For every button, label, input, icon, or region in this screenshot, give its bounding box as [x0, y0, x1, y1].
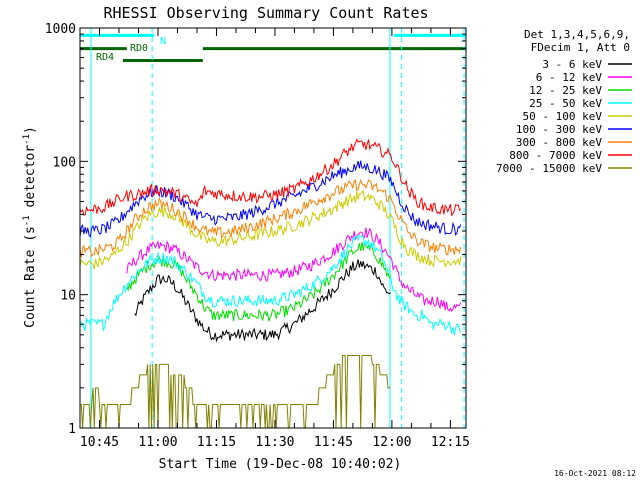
legend-label: 7000 - 15000 keV — [496, 162, 602, 175]
x-tick-label: 11:30 — [255, 435, 294, 450]
y-axis-label-mid: detector — [23, 145, 38, 216]
legend-header: Det 1,3,4,5,6,9, — [524, 28, 630, 41]
y-axis-label-end: ) — [23, 126, 38, 134]
y-axis-label-main: Count Rate (s — [23, 226, 38, 328]
instrument-flags: N RD0 RD4 — [80, 33, 466, 63]
y-tick-label: 1000 — [45, 22, 76, 37]
y-axis-label-sup1: -1 — [22, 215, 32, 226]
y-tick-label: 1 — [68, 422, 76, 437]
x-tick-label: 12:15 — [431, 435, 470, 450]
legend-label: 800 - 7000 keV — [509, 149, 602, 162]
legend-header: FDecim 1, Att 0 — [531, 41, 630, 54]
y-axis-label: Count Rate (s-1 detector-1) — [22, 126, 38, 328]
y-tick-label: 10 — [60, 289, 76, 304]
flag-label-rd0: RD0 — [130, 43, 148, 54]
series-line-8 — [80, 355, 391, 429]
series-line-4 — [79, 189, 462, 270]
chart-title: RHESSI Observing Summary Count Rates — [103, 4, 428, 22]
x-tick-label: 12:00 — [372, 435, 411, 450]
series-line-3 — [79, 234, 462, 336]
series-line-1 — [126, 227, 462, 313]
x-tick-label: 10:45 — [80, 435, 119, 450]
x-tick-label: 11:15 — [197, 435, 236, 450]
series-line-5 — [79, 160, 462, 238]
plot-frame — [79, 27, 467, 429]
x-axis-label: Start Time (19-Dec-08 10:40:02) — [159, 457, 402, 472]
x-tick-label: 11:00 — [138, 435, 177, 450]
y-axis-label-sup2: -1 — [22, 134, 32, 145]
y-tick-label: 100 — [53, 155, 76, 170]
legend-label: 25 - 50 keV — [529, 97, 602, 110]
legend-label: 50 - 100 keV — [523, 110, 603, 123]
y-axis: 1 10 100 1000 — [45, 22, 466, 437]
x-axis: 10:45 11:00 11:15 11:30 11:45 12:00 12:15 — [79, 28, 470, 450]
legend-label: 12 - 25 keV — [529, 84, 602, 97]
series-line-6 — [79, 178, 462, 258]
legend-label: 3 - 6 keV — [542, 58, 602, 71]
footer-timestamp: 16-Oct-2021 08:12 — [554, 469, 636, 478]
legend-label: 6 - 12 keV — [536, 71, 603, 84]
flag-label-rd4: RD4 — [96, 52, 114, 63]
series-group — [79, 138, 462, 429]
series-line-7 — [79, 138, 462, 217]
series-line-0 — [134, 259, 391, 343]
flag-label-n: N — [160, 36, 166, 47]
annotation-lines — [90, 28, 465, 428]
legend-label: 100 - 300 keV — [516, 123, 602, 136]
legend: Det 1,3,4,5,6,9,FDecim 1, Att 0 3 - 6 keV… — [496, 28, 632, 175]
x-tick-label: 11:45 — [314, 435, 353, 450]
legend-label: 300 - 800 keV — [516, 136, 602, 149]
